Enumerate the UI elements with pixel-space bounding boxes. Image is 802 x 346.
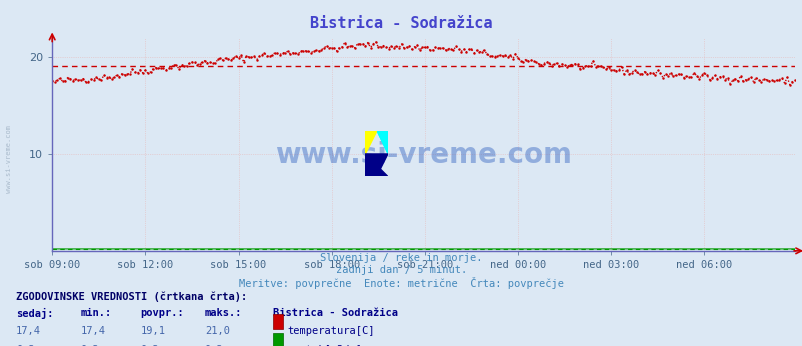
Text: min.:: min.: — [80, 308, 111, 318]
Polygon shape — [365, 154, 387, 176]
Text: pretok[m3/s]: pretok[m3/s] — [287, 345, 362, 346]
Text: 19,1: 19,1 — [140, 326, 165, 336]
Text: Bistrica - Sodražica: Bistrica - Sodražica — [310, 16, 492, 30]
Polygon shape — [365, 131, 376, 154]
Text: zadnji dan / 5 minut.: zadnji dan / 5 minut. — [335, 265, 467, 275]
Text: povpr.:: povpr.: — [140, 308, 184, 318]
Text: temperatura[C]: temperatura[C] — [287, 326, 375, 336]
Text: 21,0: 21,0 — [205, 326, 229, 336]
Text: 0,2: 0,2 — [140, 345, 159, 346]
Text: 0,2: 0,2 — [16, 345, 34, 346]
Text: 0,2: 0,2 — [80, 345, 99, 346]
Text: Meritve: povprečne  Enote: metrične  Črta: povprečje: Meritve: povprečne Enote: metrične Črta:… — [239, 277, 563, 289]
Polygon shape — [376, 131, 387, 154]
Text: www.si-vreme.com: www.si-vreme.com — [6, 125, 12, 193]
Text: maks.:: maks.: — [205, 308, 242, 318]
Text: www.si-vreme.com: www.si-vreme.com — [275, 141, 571, 169]
Text: 0,2: 0,2 — [205, 345, 223, 346]
Polygon shape — [376, 131, 387, 154]
Text: ZGODOVINSKE VREDNOSTI (črtkana črta):: ZGODOVINSKE VREDNOSTI (črtkana črta): — [16, 291, 247, 302]
Text: Slovenija / reke in morje.: Slovenija / reke in morje. — [320, 253, 482, 263]
Text: 17,4: 17,4 — [80, 326, 105, 336]
Text: 17,4: 17,4 — [16, 326, 41, 336]
Text: Bistrica - Sodražica: Bistrica - Sodražica — [273, 308, 398, 318]
Text: sedaj:: sedaj: — [16, 308, 54, 319]
Polygon shape — [365, 154, 387, 176]
